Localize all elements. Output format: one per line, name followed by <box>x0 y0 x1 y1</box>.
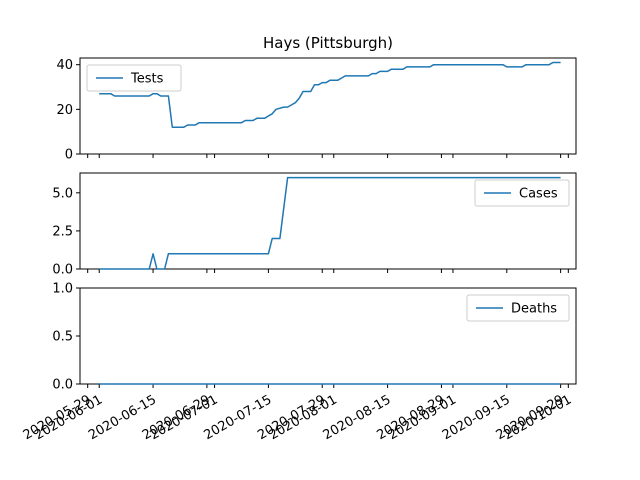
y-tick-label: 0.0 <box>52 378 73 393</box>
legend-label: Deaths <box>511 302 557 317</box>
legend: Tests <box>86 64 182 92</box>
legend: Deaths <box>466 294 570 322</box>
legend-label: Cases <box>519 187 558 202</box>
chart-title: Hays (Pittsburgh) <box>263 34 393 52</box>
y-tick-label: 20 <box>56 103 73 118</box>
x-tick-label: 2020-10-01 <box>501 392 574 443</box>
y-tick-label: 0.5 <box>52 330 73 345</box>
x-tick-labels: 2020-05-292020-06-012020-06-152020-06-29… <box>21 392 575 443</box>
series-line-cases <box>99 176 561 270</box>
y-tick-label: 1.0 <box>52 282 73 297</box>
y-tick-label: 40 <box>56 58 73 73</box>
legend-label: Tests <box>130 72 164 87</box>
panel-tests: 0 20 40 Tests <box>56 57 577 163</box>
y-tick-label: 5.0 <box>52 186 73 201</box>
legend-box <box>466 294 570 322</box>
panels-layer: 0 20 40 Tests 0.0 2.5 5.0 Cases 0.0 0.5 1.0 Deaths <box>52 57 577 393</box>
panel-cases: 0.0 2.5 5.0 Cases <box>52 172 577 278</box>
axes-frame <box>79 172 577 270</box>
series-line-tests <box>99 61 561 128</box>
y-tick-label: 2.5 <box>52 224 73 239</box>
panel-deaths: 0.0 0.5 1.0 Deaths <box>52 282 577 393</box>
legend: Cases <box>474 179 570 207</box>
axes-frame <box>79 57 577 155</box>
y-tick-label: 0 <box>65 148 73 163</box>
legend-box <box>474 179 570 207</box>
y-tick-label: 0.0 <box>52 263 73 278</box>
legend-box <box>86 64 182 92</box>
